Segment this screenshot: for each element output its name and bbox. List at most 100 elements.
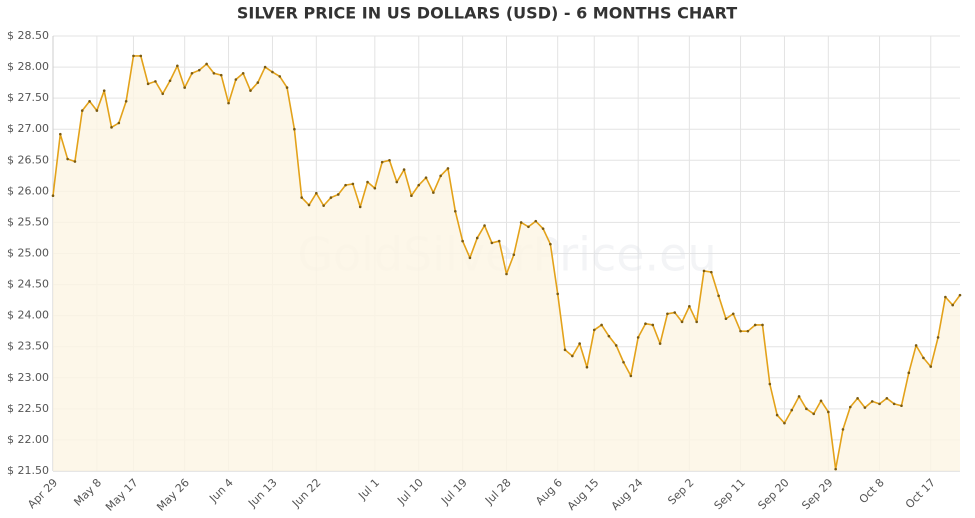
point xyxy=(775,413,779,417)
point xyxy=(66,157,69,161)
point xyxy=(285,86,289,89)
point xyxy=(219,73,223,77)
point xyxy=(124,99,128,103)
point xyxy=(563,348,567,352)
y-tick-label: $ 28.00 xyxy=(7,60,49,73)
x-tick-label: Jul 28 xyxy=(482,476,514,508)
point xyxy=(358,205,362,209)
point xyxy=(366,180,369,184)
point xyxy=(497,239,501,243)
point xyxy=(249,89,252,92)
point xyxy=(841,428,845,431)
point xyxy=(73,160,77,163)
point xyxy=(344,183,347,187)
point xyxy=(936,336,940,339)
point xyxy=(505,272,508,276)
point xyxy=(300,196,303,199)
point xyxy=(424,176,428,179)
point xyxy=(827,410,830,414)
point xyxy=(600,323,603,327)
point xyxy=(373,186,377,190)
area xyxy=(53,55,960,471)
y-tick-label: $ 26.50 xyxy=(7,153,49,166)
point xyxy=(856,396,859,400)
point xyxy=(102,89,106,92)
point xyxy=(768,382,772,386)
point xyxy=(146,82,150,86)
point xyxy=(417,183,421,187)
point xyxy=(695,320,698,324)
point xyxy=(929,365,933,368)
point xyxy=(636,336,640,339)
point xyxy=(549,242,552,246)
point xyxy=(527,225,530,229)
point xyxy=(293,127,296,131)
point xyxy=(512,253,516,257)
point xyxy=(717,294,720,298)
point xyxy=(468,256,472,260)
point xyxy=(410,194,413,198)
point xyxy=(900,404,903,408)
point xyxy=(805,407,808,411)
point xyxy=(834,467,837,471)
point xyxy=(139,54,143,58)
y-tick-label: $ 27.00 xyxy=(7,122,49,135)
point xyxy=(571,354,574,358)
point xyxy=(183,86,186,89)
y-tick-label: $ 21.50 xyxy=(7,464,49,477)
point xyxy=(761,323,764,327)
point xyxy=(848,405,852,409)
x-tick-label: Sep 20 xyxy=(755,476,791,512)
point xyxy=(790,408,794,412)
point xyxy=(592,328,596,332)
point xyxy=(622,360,625,364)
x-tick-label: Jun 13 xyxy=(245,476,279,510)
point xyxy=(453,209,457,213)
y-tick-label: $ 23.50 xyxy=(7,340,49,353)
point xyxy=(256,81,260,84)
point xyxy=(783,421,786,425)
point xyxy=(475,236,479,240)
point xyxy=(490,241,494,245)
point xyxy=(446,167,450,170)
point xyxy=(578,342,581,345)
point xyxy=(88,99,91,103)
point xyxy=(432,191,435,194)
point xyxy=(922,356,925,360)
point xyxy=(461,239,464,243)
x-tick-label: Aug 6 xyxy=(533,476,565,508)
point xyxy=(534,219,538,223)
point xyxy=(336,193,340,196)
point xyxy=(753,323,757,327)
point xyxy=(278,75,282,78)
y-tick-label: $ 28.50 xyxy=(7,29,49,42)
point xyxy=(958,293,962,297)
y-tick-label: $ 26.00 xyxy=(7,184,49,197)
x-tick-label: Aug 24 xyxy=(609,476,646,513)
point xyxy=(878,402,881,406)
point xyxy=(607,334,611,338)
point xyxy=(863,406,867,409)
point xyxy=(907,371,911,375)
chart-title: SILVER PRICE IN US DOLLARS (USD) - 6 MON… xyxy=(237,4,737,23)
point xyxy=(110,126,113,129)
x-tick-label: May 26 xyxy=(154,476,192,514)
x-tick-label: Jul 10 xyxy=(394,476,426,508)
point xyxy=(351,182,355,186)
point xyxy=(234,78,238,81)
point xyxy=(395,180,399,184)
point xyxy=(885,396,889,400)
point xyxy=(271,70,274,74)
point xyxy=(190,71,194,75)
point xyxy=(168,79,172,83)
point xyxy=(307,203,311,207)
y-tick-label: $ 23.00 xyxy=(7,371,49,384)
point xyxy=(227,101,230,105)
point xyxy=(329,196,333,199)
x-tick-label: Jun 22 xyxy=(289,476,323,510)
point xyxy=(197,68,201,72)
x-tick-label: Jul 1 xyxy=(355,476,382,503)
point xyxy=(746,329,750,333)
